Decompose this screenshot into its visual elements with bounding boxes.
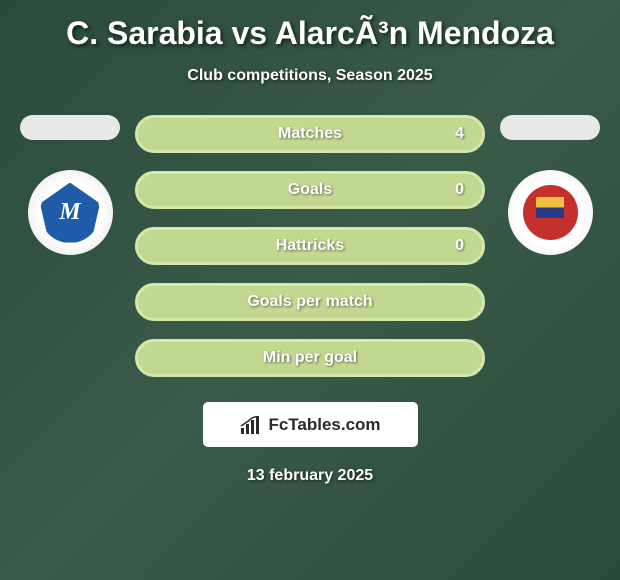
player-badge-left [20, 115, 120, 140]
stat-row-hattricks: Hattricks 0 [135, 227, 485, 265]
club-logo-left [28, 170, 113, 255]
stat-label: Goals per match [247, 293, 372, 311]
club-logo-right [508, 170, 593, 255]
content-row: Matches 4 Goals 0 Hattricks 0 Goals per … [0, 115, 620, 377]
right-column [500, 115, 600, 255]
stat-value-right: 0 [455, 237, 464, 255]
stat-row-gpm: Goals per match [135, 283, 485, 321]
date-text: 13 february 2025 [0, 467, 620, 485]
stat-label: Hattricks [276, 237, 344, 255]
page-title: C. Sarabia vs AlarcÃ³n Mendoza [0, 15, 620, 52]
stat-value-right: 0 [455, 181, 464, 199]
stat-row-mpg: Min per goal [135, 339, 485, 377]
stat-row-goals: Goals 0 [135, 171, 485, 209]
stats-column: Matches 4 Goals 0 Hattricks 0 Goals per … [135, 115, 485, 377]
stat-value-right: 4 [455, 125, 464, 143]
player-badge-right [500, 115, 600, 140]
stat-row-matches: Matches 4 [135, 115, 485, 153]
brand-badge: FcTables.com [203, 402, 418, 447]
comparison-card: C. Sarabia vs AlarcÃ³n Mendoza Club comp… [0, 0, 620, 495]
chart-icon [239, 416, 263, 434]
left-column [20, 115, 120, 255]
stat-label: Min per goal [263, 349, 357, 367]
brand-text: FcTables.com [268, 415, 380, 435]
page-subtitle: Club competitions, Season 2025 [0, 67, 620, 85]
stat-label: Goals [288, 181, 332, 199]
stat-label: Matches [278, 125, 342, 143]
